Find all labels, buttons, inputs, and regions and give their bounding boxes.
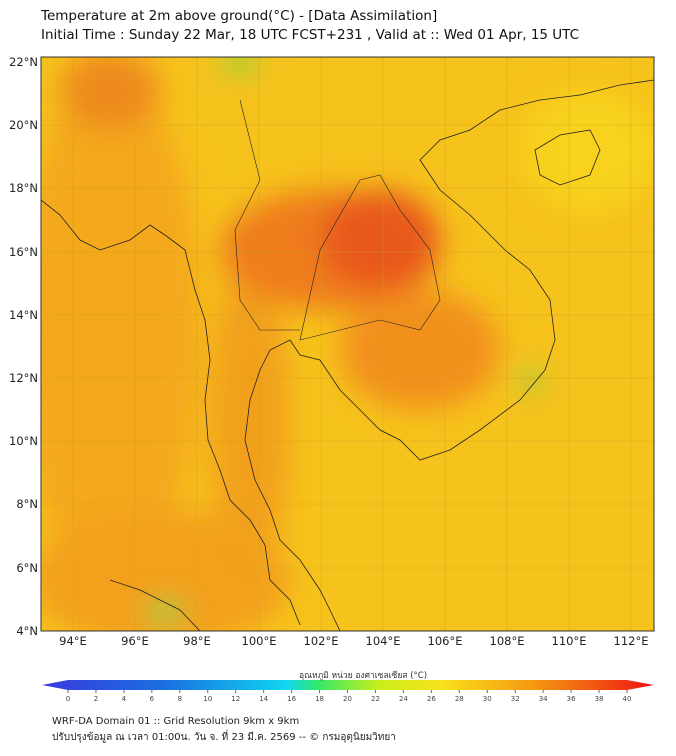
longitude-labels: 94°E 96°E 98°E 100°E 102°E 104°E 106°E 1… — [59, 634, 648, 648]
colorbar-tick-label: 18 — [315, 695, 324, 703]
coastlines — [41, 79, 654, 631]
svg-text:100°E: 100°E — [242, 634, 277, 648]
svg-text:10°N: 10°N — [9, 434, 38, 448]
svg-text:108°E: 108°E — [490, 634, 525, 648]
svg-text:106°E: 106°E — [428, 634, 463, 648]
colorbar-tick-label: 38 — [595, 695, 604, 703]
svg-text:16°N: 16°N — [9, 245, 38, 259]
colorbar-tick-label: 12 — [231, 695, 240, 703]
svg-text:14°N: 14°N — [9, 308, 38, 322]
footer-resolution: WRF-DA Domain 01 :: Grid Resolution 9km … — [52, 716, 300, 727]
colorbar-tick-label: 8 — [178, 695, 182, 703]
footer-update-info: ปรับปรุงข้อมูล ณ เวลา 01:00น. วัน จ. ที่… — [52, 732, 396, 743]
svg-text:94°E: 94°E — [59, 634, 87, 648]
colorbar-tick-label: 22 — [371, 695, 380, 703]
colorbar-tick-label: 28 — [455, 695, 464, 703]
svg-text:18°N: 18°N — [9, 181, 38, 195]
colorbar-tick-label: 26 — [427, 695, 436, 703]
colorbar-tick-label: 32 — [511, 695, 520, 703]
svg-text:98°E: 98°E — [183, 634, 211, 648]
temperature-field — [41, 57, 654, 631]
svg-text:12°N: 12°N — [9, 371, 38, 385]
map-title: Temperature at 2m above ground(°C) - [Da… — [41, 8, 438, 24]
svg-text:6°N: 6°N — [16, 561, 38, 575]
colorbar-tick-label: 2 — [94, 695, 98, 703]
colorbar-label: อุณหภูมิ หน่วย องศาเซลเซียส (°C) — [298, 671, 428, 681]
colorbar-tick-label: 4 — [122, 695, 127, 703]
svg-text:4°N: 4°N — [16, 624, 38, 638]
colorbar-tick-label: 10 — [203, 695, 212, 703]
colorbar-tick-label: 6 — [150, 695, 155, 703]
svg-text:22°N: 22°N — [9, 55, 38, 69]
svg-text:112°E: 112°E — [614, 634, 649, 648]
colorbar-tick-label: 16 — [287, 695, 296, 703]
colorbar-tick-label: 20 — [343, 695, 352, 703]
svg-text:110°E: 110°E — [552, 634, 587, 648]
colorbar-tick-label: 36 — [567, 695, 576, 703]
svg-text:8°N: 8°N — [16, 497, 38, 511]
colorbar-tick-label: 30 — [483, 695, 492, 703]
colorbar: 0 2 4 6 8 10 12 14 16 18 20 22 24 26 28 30 32 34 36 38 40 — [42, 680, 654, 703]
colorbar-tick-label: 14 — [259, 695, 268, 703]
svg-text:96°E: 96°E — [121, 634, 149, 648]
svg-text:104°E: 104°E — [366, 634, 401, 648]
colorbar-tick-label: 24 — [399, 695, 408, 703]
colorbar-tick-label: 0 — [66, 695, 70, 703]
colorbar-tick-label: 34 — [539, 695, 548, 703]
svg-text:20°N: 20°N — [9, 118, 38, 132]
map-subtitle: Initial Time : Sunday 22 Mar, 18 UTC FCS… — [41, 27, 580, 43]
colorbar-tick-label: 40 — [623, 695, 632, 703]
latitude-labels: 22°N 20°N 18°N 16°N 14°N 12°N 10°N 8°N 6… — [9, 55, 38, 638]
graticule — [41, 57, 654, 631]
svg-text:102°E: 102°E — [304, 634, 339, 648]
